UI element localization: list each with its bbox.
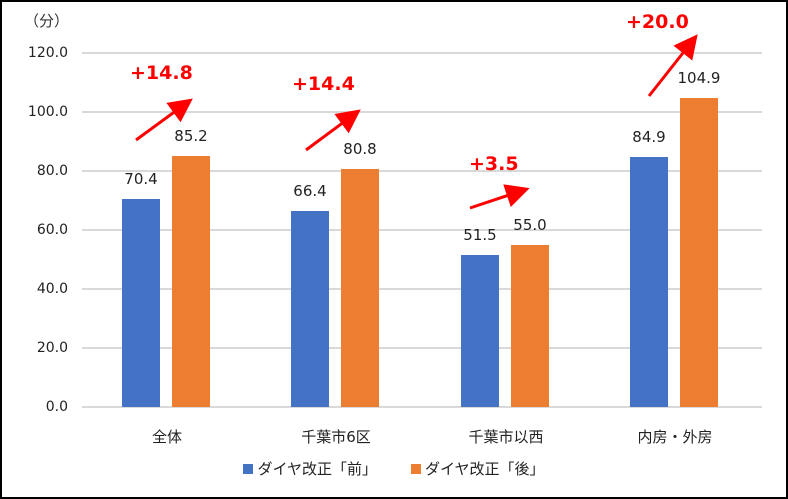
y-tick: 0.0 [45,399,68,415]
value-label: 104.9 [677,68,721,87]
bar-after [172,155,210,407]
y-tick: 120.0 [27,45,68,61]
gridline [82,229,762,231]
gridline [82,170,762,172]
y-tick: 100.0 [27,104,68,120]
arrow-icon [135,98,193,142]
delta-annotation: +20.0 [626,11,689,33]
arrow-icon [469,184,530,210]
value-label: 85.2 [174,126,208,145]
legend-label: ダイヤ改正「後」 [425,460,545,478]
legend-item-after: ダイヤ改正「後」 [411,458,545,479]
value-label: 51.5 [463,226,497,245]
legend-label: ダイヤ改正「前」 [257,460,377,478]
arrow-icon [305,109,361,152]
y-tick: 80.0 [36,163,68,179]
x-label: 千葉市以西 [468,428,544,446]
gridline [82,111,762,113]
value-label: 80.8 [343,139,377,158]
value-label: 66.4 [293,182,327,201]
delta-annotation: +3.5 [469,153,519,175]
y-tick: 40.0 [36,281,68,297]
x-axis-line [82,406,762,408]
bar-after [341,168,379,407]
value-label: 70.4 [124,170,158,189]
x-label: 全体 [151,428,182,446]
delta-annotation: +14.8 [130,62,193,84]
x-label: 千葉市6区 [301,428,371,446]
legend-swatch [243,463,254,474]
bar-before [461,255,499,407]
legend-item-before: ダイヤ改正「前」 [243,458,377,479]
gridline [82,52,762,54]
bar-after [680,97,718,407]
gridline [82,288,762,290]
delta-annotation: +14.4 [292,73,355,95]
bar-after [511,244,549,407]
value-label: 55.0 [513,215,547,234]
gridline [82,347,762,349]
legend: ダイヤ改正「前」 ダイヤ改正「後」 [2,458,786,479]
value-label: 84.9 [632,127,666,146]
bar-before [122,199,160,407]
y-tick: 60.0 [36,222,68,238]
legend-swatch [411,463,421,474]
y-tick: 20.0 [36,340,68,356]
arrow-icon [647,34,698,97]
bar-before [630,156,668,407]
bar-before [291,211,329,407]
x-label: 内房・外房 [637,428,713,446]
y-axis-unit: （分） [24,12,70,30]
